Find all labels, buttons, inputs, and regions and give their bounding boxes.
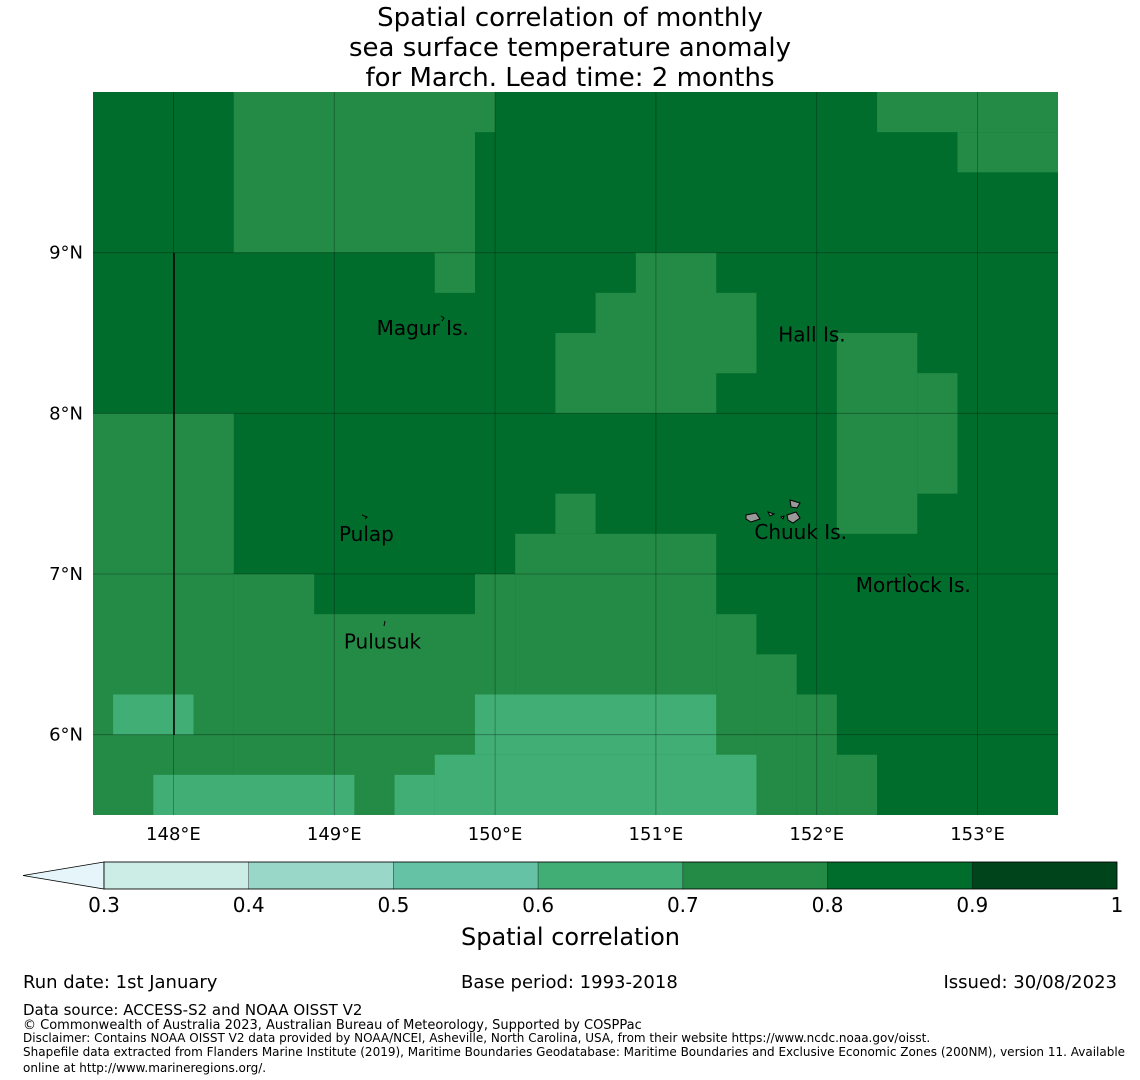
lat-tick-label: 9°N <box>49 243 83 264</box>
colorbar-segment <box>393 861 539 890</box>
axis-labels: 148°E 149°E 150°E 151°E 152°E 153°E 6°N 7°N 8°N 9… <box>49 243 1005 845</box>
place-label: Pulusuk <box>344 629 422 653</box>
corr-region <box>153 774 355 815</box>
map-figure: Magur Is. Hall Is. Pulap Chuuk Is. Mortlock … <box>22 92 1124 951</box>
place-label: Magur Is. <box>377 316 469 340</box>
title-line-1: Spatial correlation of monthly <box>377 3 763 33</box>
place-labels: Magur Is. Hall Is. Pulap Chuuk Is. Mortlock … <box>339 316 971 653</box>
colorbar-segment <box>827 861 973 890</box>
corr-region <box>676 333 757 374</box>
issued-date: Issued: 30/08/2023 <box>943 972 1117 993</box>
colorbar-segment <box>971 861 1118 890</box>
colorbar-segment <box>682 861 828 890</box>
corr-region <box>394 774 435 815</box>
colorbar-tick-label: 0.6 <box>522 893 554 917</box>
data-source: Data source: ACCESS-S2 and NOAA OISST V2 <box>23 1001 363 1019</box>
lon-tick-label: 153°E <box>950 824 1005 845</box>
map-title: Spatial correlation of monthly sea surfa… <box>0 3 1140 93</box>
colorbar-tick-label: 0.5 <box>378 893 410 917</box>
lat-tick-label: 8°N <box>49 403 83 424</box>
place-label: Mortlock Is. <box>856 573 971 597</box>
chuuk-island-shape <box>745 512 761 523</box>
disclaimer: Disclaimer: Contains NOAA OISST V2 data … <box>23 1031 931 1045</box>
colorbar-frame <box>103 861 1118 890</box>
magur-islet-shape <box>440 315 445 322</box>
shapefile-credit: Shapefile data extracted from Flanders M… <box>23 1045 1126 1075</box>
colorbar-segment <box>248 861 394 890</box>
lon-tick-label: 151°E <box>629 824 684 845</box>
colorbar-segment <box>537 861 684 890</box>
pulusuk-islet-shape <box>383 620 386 627</box>
corr-region <box>474 694 717 755</box>
lon-tick-label: 150°E <box>468 824 523 845</box>
corr-region <box>555 493 596 534</box>
colorbar-segment <box>103 861 250 890</box>
corr-region <box>836 754 878 815</box>
place-label: Pulap <box>339 522 394 546</box>
corr-region <box>796 694 837 815</box>
title-line-2: sea surface temperature anomaly <box>349 33 791 63</box>
corr-region <box>957 132 1058 173</box>
corr-region <box>756 654 797 815</box>
corr-region <box>836 333 918 534</box>
colorbar-tick-label: 0.8 <box>812 893 844 917</box>
mortlock-islet-shape <box>907 573 912 578</box>
corr-region <box>474 92 496 133</box>
corr-region <box>434 754 757 815</box>
lat-tick-label: 7°N <box>49 564 83 585</box>
corr-region <box>93 413 234 815</box>
corr-region <box>233 92 475 253</box>
corr-region <box>314 574 475 615</box>
lon-tick-label: 148°E <box>146 824 201 845</box>
chuuk-island-shape <box>786 511 801 524</box>
run-date: Run date: 1st January <box>23 972 218 993</box>
islands <box>173 253 912 735</box>
place-label: Chuuk Is. <box>754 520 847 544</box>
colorbar: 0.3 0.4 0.5 0.6 0.7 0.8 0.9 1 Spatial correlatio… <box>22 861 1124 951</box>
correlation-grid <box>93 92 1058 815</box>
corr-region <box>434 252 475 293</box>
colorbar-tick-label: 0.4 <box>233 893 265 917</box>
lat-tick-label: 6°N <box>49 725 83 746</box>
title-line-3: for March. Lead time: 2 months <box>365 63 775 93</box>
colorbar-label: Spatial correlation <box>461 923 680 951</box>
chuuk-island-shape <box>780 515 785 520</box>
colorbar-extend-low <box>22 861 105 890</box>
lon-tick-label: 152°E <box>789 824 844 845</box>
colorbar-tick-label: 0.3 <box>88 893 120 917</box>
chuuk-island-shape <box>789 499 801 509</box>
base-period: Base period: 1993-2018 <box>461 972 678 993</box>
corr-region <box>917 373 958 494</box>
corr-region <box>877 92 1058 133</box>
lon-tick-label: 149°E <box>307 824 362 845</box>
copyright: © Commonwealth of Australia 2023, Austra… <box>23 1018 642 1033</box>
colorbar-tick-label: 1 <box>1111 893 1124 917</box>
place-label: Hall Is. <box>778 323 845 347</box>
pulap-islet-shape <box>361 514 368 520</box>
chuuk-island-shape <box>767 511 776 517</box>
colorbar-tick-label: 0.7 <box>667 893 699 917</box>
corr-region <box>113 694 194 735</box>
colorbar-tick-label: 0.9 <box>956 893 988 917</box>
